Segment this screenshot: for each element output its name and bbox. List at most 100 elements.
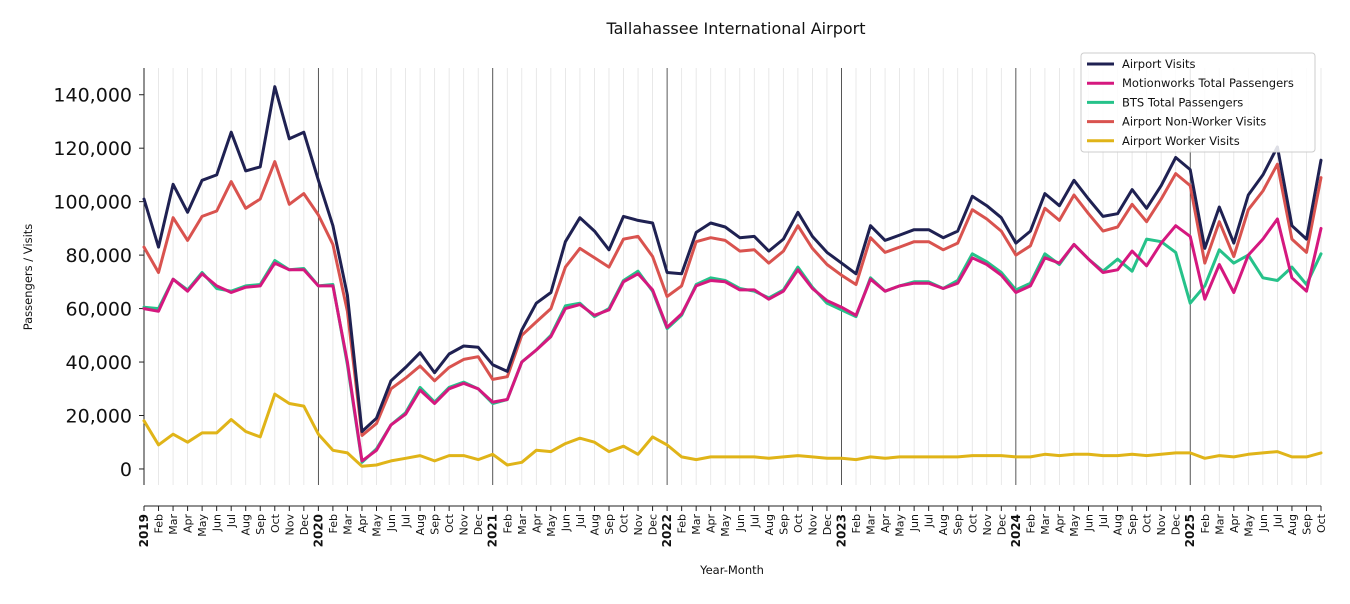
x-tick-label: May <box>719 514 732 537</box>
x-tick-label: Oct <box>618 513 631 533</box>
x-tick-label: Feb <box>327 514 340 533</box>
x-tick-label: Oct <box>269 513 282 533</box>
x-tick-label: Jun <box>734 514 747 532</box>
x-tick-label: Apr <box>356 514 369 534</box>
x-tick-label: Oct <box>1141 513 1154 533</box>
x-tick-label: Feb <box>1199 514 1212 533</box>
series-lines <box>142 85 1323 468</box>
x-tick-label: Mar <box>1213 514 1226 535</box>
x-tick-label: Apr <box>879 514 892 534</box>
x-tick-label: Nov <box>1155 514 1168 536</box>
x-tick-label: Aug <box>414 514 427 535</box>
x-tick-label: Jul <box>225 514 238 528</box>
x-tick-label: Oct <box>966 513 979 533</box>
x-tick-label: Jul <box>923 514 936 528</box>
chart-title: Tallahassee International Airport <box>606 19 866 38</box>
tick-labels: 0 20,000 40,000 60,000 80,000 100,000 120,000 1… <box>53 85 1328 548</box>
x-tick-label: Nov <box>632 514 645 536</box>
x-tick-label: Sep <box>603 514 616 535</box>
legend-label: Airport Non-Worker Visits <box>1122 115 1266 129</box>
x-tick-label: Nov <box>981 514 994 536</box>
legend-box <box>1080 52 1316 153</box>
y-tick-label: 40,000 <box>66 352 132 374</box>
x-tick-label: Jun <box>385 514 398 532</box>
x-tick-label: Dec <box>995 514 1008 535</box>
series-line-motionworks-total-passengers <box>142 217 1323 463</box>
legend-label: Airport Visits <box>1122 57 1196 71</box>
y-tick-label: 120,000 <box>53 138 132 160</box>
x-tick-label: Feb <box>501 514 514 533</box>
x-tick-label: Sep <box>1126 514 1139 535</box>
x-tick-label: Jun <box>1257 514 1270 532</box>
y-tick-label: 140,000 <box>53 85 132 107</box>
x-tick-label: Mar <box>690 514 703 535</box>
x-tick-label: Feb <box>676 514 689 533</box>
x-tick-label: Jun <box>1083 514 1096 532</box>
x-tick-label-year: 2025 <box>1183 514 1197 547</box>
x-tick-label: Jun <box>211 514 224 532</box>
x-tick-label: Apr <box>705 514 718 534</box>
x-tick-label: Feb <box>153 514 166 533</box>
x-tick-label: Aug <box>1112 514 1125 535</box>
x-tick-label: Sep <box>1300 514 1313 535</box>
x-tick-label: Jul <box>1097 514 1110 528</box>
x-tick-label-year: 2023 <box>834 514 848 547</box>
x-tick-label: Jun <box>908 514 921 532</box>
x-tick-label: May <box>370 514 383 537</box>
x-tick-label: Jun <box>559 514 572 532</box>
x-tick-label-year: 2020 <box>311 514 325 547</box>
series-line-airport-visits <box>142 85 1323 433</box>
x-tick-label: Apr <box>530 514 543 534</box>
x-tick-label: Apr <box>182 514 195 534</box>
x-tick-label: Nov <box>806 514 819 536</box>
x-tick-label: May <box>1242 514 1255 537</box>
legend-label: Motionworks Total Passengers <box>1122 76 1294 90</box>
y-tick-label: 20,000 <box>66 406 132 428</box>
x-tick-label: May <box>196 514 209 537</box>
x-tick-label: May <box>894 514 907 537</box>
x-tick-label: Nov <box>458 514 471 536</box>
x-tick-label: Oct <box>1315 513 1328 533</box>
legend-label: BTS Total Passengers <box>1122 95 1243 109</box>
x-tick-label: Aug <box>240 514 253 535</box>
series-line-airport-non-worker-visits <box>142 160 1323 437</box>
x-tick-label: May <box>1068 514 1081 537</box>
x-tick-label: Apr <box>1053 514 1066 534</box>
x-tick-label: Dec <box>472 514 485 535</box>
legend-label: Airport Worker Visits <box>1122 134 1240 148</box>
x-tick-label: Aug <box>937 514 950 535</box>
y-axis-label: Passengers / Visits <box>21 224 35 331</box>
x-tick-label: Jul <box>748 514 761 528</box>
y-tick-label: 100,000 <box>53 192 132 214</box>
x-tick-label: Jul <box>574 514 587 528</box>
x-tick-label: Jul <box>400 514 413 528</box>
x-tick-label: Aug <box>588 514 601 535</box>
x-tick-label-year: 2019 <box>137 514 151 547</box>
y-tick-label: 60,000 <box>66 299 132 321</box>
y-tick-label: 80,000 <box>66 245 132 267</box>
x-tick-label: Feb <box>1024 514 1037 533</box>
x-tick-label: Mar <box>341 514 354 535</box>
x-tick-label: Sep <box>254 514 267 535</box>
x-tick-label: Mar <box>865 514 878 535</box>
x-tick-label: Apr <box>1228 514 1241 534</box>
x-tick-label: Mar <box>516 514 529 535</box>
x-tick-label: Dec <box>298 514 311 535</box>
y-tick-label: 0 <box>120 459 132 481</box>
x-tick-label: Dec <box>821 514 834 535</box>
x-tick-label: Sep <box>952 514 965 535</box>
x-tick-label-year: 2024 <box>1009 514 1023 547</box>
x-tick-label: Aug <box>1286 514 1299 535</box>
x-tick-label: Aug <box>763 514 776 535</box>
x-tick-label: Dec <box>1170 514 1183 535</box>
legend: Airport Visits Motionworks Total Passenge… <box>1080 52 1316 153</box>
x-tick-label: May <box>545 514 558 537</box>
x-tick-label: Mar <box>1039 514 1052 535</box>
x-tick-label: Oct <box>792 513 805 533</box>
x-tick-label-year: 2021 <box>486 514 500 547</box>
x-axis-label: Year-Month <box>699 563 764 577</box>
x-tick-label: Dec <box>647 514 660 535</box>
year-boundary-lines <box>317 68 1191 485</box>
